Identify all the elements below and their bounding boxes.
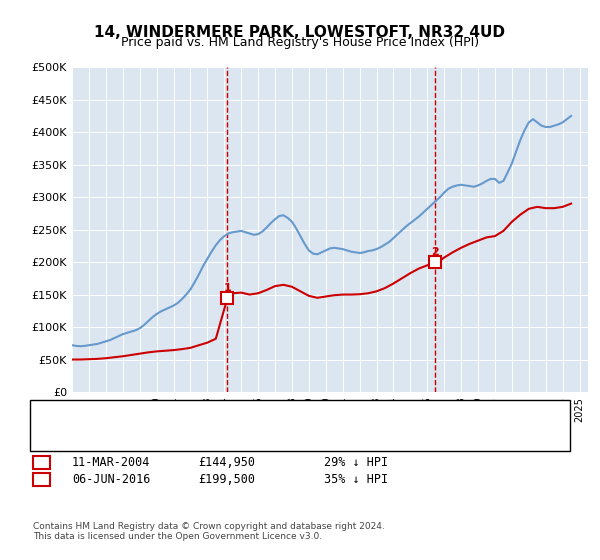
Text: 29% ↓ HPI: 29% ↓ HPI xyxy=(324,456,388,469)
Text: 2: 2 xyxy=(431,247,439,257)
Text: 2: 2 xyxy=(37,473,46,486)
Text: HPI: Average price, detached house, East Suffolk: HPI: Average price, detached house, East… xyxy=(81,431,336,441)
Text: Price paid vs. HM Land Registry's House Price Index (HPI): Price paid vs. HM Land Registry's House … xyxy=(121,36,479,49)
Text: —: — xyxy=(54,427,71,445)
Text: 1: 1 xyxy=(37,456,46,469)
Text: 14, WINDERMERE PARK, LOWESTOFT, NR32 4UD: 14, WINDERMERE PARK, LOWESTOFT, NR32 4UD xyxy=(95,25,505,40)
Text: 11-MAR-2004: 11-MAR-2004 xyxy=(72,456,151,469)
Text: 14, WINDERMERE PARK, LOWESTOFT, NR32 4UD (detached house): 14, WINDERMERE PARK, LOWESTOFT, NR32 4UD… xyxy=(81,414,427,424)
Text: £144,950: £144,950 xyxy=(198,456,255,469)
Text: —: — xyxy=(54,410,71,428)
Text: 35% ↓ HPI: 35% ↓ HPI xyxy=(324,473,388,486)
Text: £199,500: £199,500 xyxy=(198,473,255,486)
Text: Contains HM Land Registry data © Crown copyright and database right 2024.
This d: Contains HM Land Registry data © Crown c… xyxy=(33,522,385,542)
Text: 1: 1 xyxy=(224,283,232,293)
Text: 06-JUN-2016: 06-JUN-2016 xyxy=(72,473,151,486)
